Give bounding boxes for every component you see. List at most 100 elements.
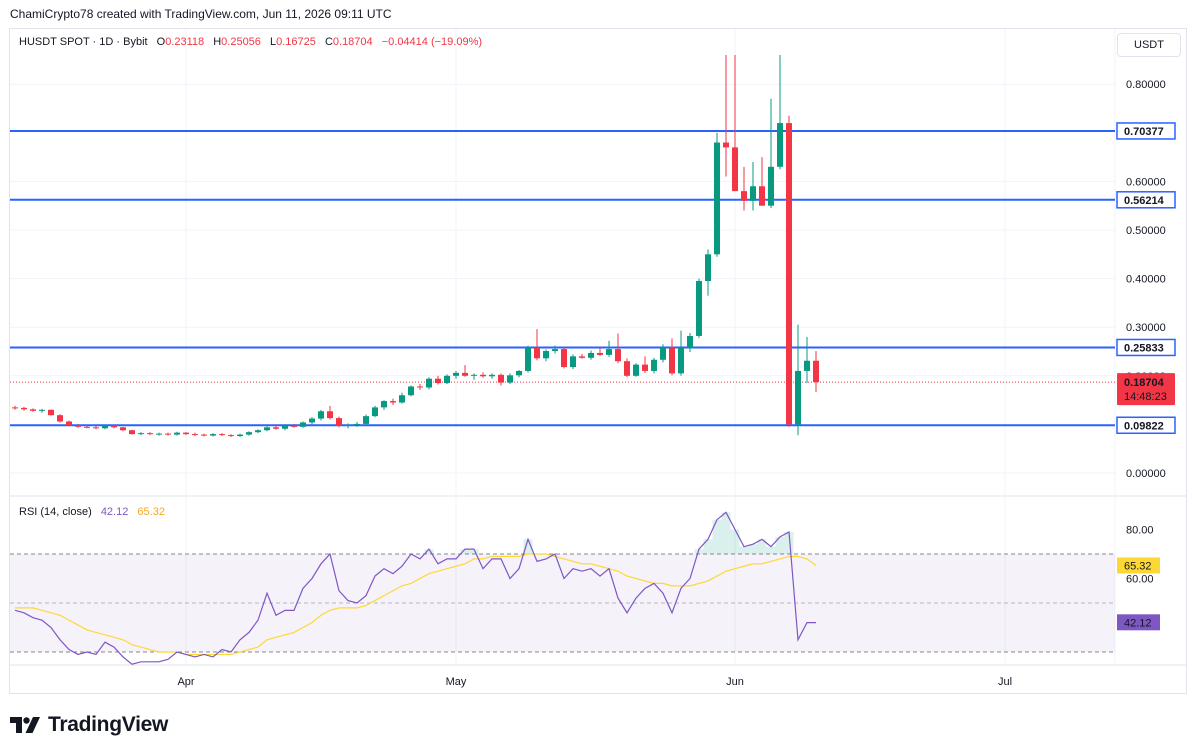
candle-body	[732, 147, 738, 192]
y-tick-label: 0.30000	[1126, 322, 1166, 334]
x-tick-label: May	[446, 676, 467, 688]
open-value: 0.23118	[165, 36, 205, 48]
y-tick-label: 0.40000	[1126, 274, 1166, 286]
candle-body	[228, 435, 234, 437]
candle-body	[183, 432, 189, 435]
rsi-legend-value: 42.12	[100, 506, 129, 518]
candle-body	[597, 352, 603, 355]
candle-body	[750, 186, 756, 201]
candle-body	[381, 401, 387, 408]
rsi-axis-label: 42.12	[1124, 617, 1152, 629]
rsi-label-box	[1117, 614, 1160, 631]
rsi-y-tick-label: 80.00	[1126, 525, 1154, 537]
candle-body	[687, 335, 693, 348]
candle-body	[768, 166, 774, 206]
candle-body	[624, 361, 630, 376]
candle-body	[444, 375, 450, 384]
low-label: L	[269, 36, 277, 48]
candle-body	[435, 378, 441, 384]
candle-body	[552, 349, 558, 352]
symbol-name: HUSDT SPOT · 1D · Bybit	[19, 36, 148, 48]
candle-body	[246, 432, 252, 435]
price-level-label-box	[1116, 338, 1176, 357]
y-tick-label: 0.50000	[1126, 225, 1166, 237]
candle-body	[93, 427, 99, 429]
candle-body	[75, 425, 81, 427]
candle-body	[84, 426, 90, 428]
rsi-ma-label-box	[1117, 557, 1160, 574]
candle-body	[147, 433, 153, 435]
change-value: −0.04414 (−19.09%)	[381, 36, 483, 48]
candle-body	[174, 432, 180, 435]
x-tick-label: Jul	[998, 676, 1012, 688]
candle-body	[516, 370, 522, 376]
low-value: 0.16725	[276, 36, 316, 48]
rsi-line	[14, 511, 816, 665]
x-tick-label: Jun	[726, 676, 744, 688]
high-label: H	[213, 36, 222, 48]
candle-body	[363, 416, 369, 424]
candle-body	[57, 415, 63, 422]
close-label: C	[324, 36, 333, 48]
candle-body	[12, 407, 18, 409]
price-level-label: 0.09822	[1124, 420, 1164, 432]
candle-body	[354, 423, 360, 425]
candle-body	[39, 409, 45, 411]
candle-body	[786, 123, 792, 425]
rsi-label: RSI (14, close)	[19, 506, 92, 518]
candle-body	[453, 372, 459, 376]
x-tick-label: Apr	[177, 676, 194, 688]
candle-body	[219, 434, 225, 436]
price-level-label-box	[1116, 191, 1176, 209]
candle-body	[588, 352, 594, 358]
price-level-label: 0.25833	[1124, 342, 1164, 354]
candle-body	[48, 409, 54, 416]
candle-body	[696, 281, 702, 336]
currency-selector-button[interactable]: USDT	[1117, 33, 1181, 57]
candle-body	[336, 418, 342, 426]
candle-body	[741, 191, 747, 201]
candle-body	[669, 347, 675, 374]
candle-body	[210, 434, 216, 436]
candle-body	[534, 347, 540, 359]
candle-body	[561, 349, 567, 368]
candle-body	[165, 433, 171, 435]
candle-body	[255, 430, 261, 433]
tradingview-brand: TradingView	[48, 713, 169, 736]
chart-frame[interactable]	[9, 28, 1187, 694]
candle-body	[291, 425, 297, 427]
candle-body	[120, 427, 126, 431]
candle-body	[327, 411, 333, 419]
candle-body	[21, 407, 27, 410]
candle-body	[471, 374, 477, 376]
candle-body	[111, 425, 117, 428]
candle-body	[795, 370, 801, 425]
chart-credit: ChamiCrypto78 created with TradingView.c…	[10, 7, 392, 21]
candle-body	[570, 356, 576, 368]
candle-body	[192, 434, 198, 436]
candle-body	[345, 424, 351, 426]
candle-body	[408, 386, 414, 396]
y-tick-label: 0.60000	[1126, 176, 1166, 188]
candle-body	[777, 123, 783, 167]
price-level-label-box	[1116, 122, 1176, 140]
candle-body	[498, 374, 504, 383]
candle-body	[759, 186, 765, 206]
candle-body	[264, 427, 270, 431]
price-level-label: 0.56214	[1124, 195, 1165, 207]
symbol-legend: HUSDT SPOT · 1D · Bybit O0.23118 H0.2505…	[19, 36, 482, 48]
candle-body	[804, 360, 810, 371]
tradingview-logo[interactable]: TradingView	[10, 713, 168, 737]
y-tick-label: 0.80000	[1126, 79, 1166, 91]
countdown-label: 14:48:23	[1124, 391, 1167, 403]
y-tick-label: 0.00000	[1126, 468, 1166, 480]
candle-body	[525, 347, 531, 371]
candle-body	[390, 401, 396, 403]
candle-body	[615, 349, 621, 362]
candle-body	[138, 433, 144, 435]
candle-body	[156, 433, 162, 435]
rsi-ma-axis-label: 65.32	[1124, 560, 1152, 572]
close-value: 0.18704	[332, 36, 373, 48]
candle-body	[633, 364, 639, 376]
